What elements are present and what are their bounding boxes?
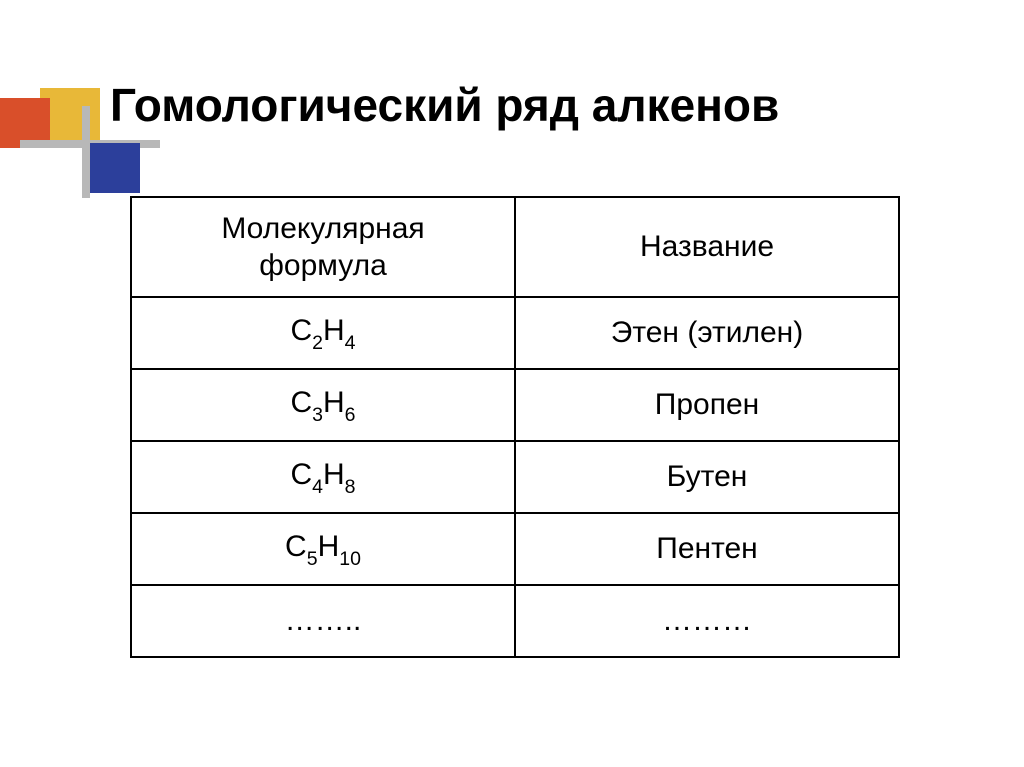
table-row: C4H8 Бутен [131, 441, 899, 513]
table-row: C3H6 Пропен [131, 369, 899, 441]
formula-H: H [318, 530, 340, 563]
formula-Csub: 3 [312, 404, 323, 426]
formula-H: H [323, 314, 345, 347]
formula-C: C [285, 530, 307, 563]
formula-Hsub: 10 [339, 548, 361, 570]
formula-Csub: 4 [312, 476, 323, 498]
table-row: C2H4 Этен (этилен) [131, 297, 899, 369]
cell-formula-ellipsis: …….. [131, 585, 515, 657]
cell-name: Этен (этилен) [515, 297, 899, 369]
header-formula-line1: Молекулярная [221, 212, 424, 245]
formula-C: C [290, 314, 312, 347]
deco-bar-vertical [82, 106, 90, 198]
cell-name: Пропен [515, 369, 899, 441]
header-formula: Молекулярная формула [131, 197, 515, 297]
header-formula-line2: формула [259, 249, 387, 282]
cell-name: Пентен [515, 513, 899, 585]
table-header-row: Молекулярная формула Название [131, 197, 899, 297]
table-row-ellipsis: …….. ……… [131, 585, 899, 657]
formula-Csub: 5 [307, 548, 318, 570]
formula-H: H [323, 458, 345, 491]
slide-title: Гомологический ряд алкенов [110, 78, 779, 132]
cell-formula: C2H4 [131, 297, 515, 369]
formula-C: C [290, 458, 312, 491]
header-name: Название [515, 197, 899, 297]
alkenes-table: Молекулярная формула Название C2H4 Этен … [130, 196, 900, 658]
formula-Hsub: 4 [345, 332, 356, 354]
formula-Hsub: 6 [345, 404, 356, 426]
deco-square-blue [90, 143, 140, 193]
cell-formula: C3H6 [131, 369, 515, 441]
table-row: C5H10 Пентен [131, 513, 899, 585]
cell-name: Бутен [515, 441, 899, 513]
cell-name-ellipsis: ……… [515, 585, 899, 657]
formula-Hsub: 8 [345, 476, 356, 498]
cell-formula: C4H8 [131, 441, 515, 513]
formula-Csub: 2 [312, 332, 323, 354]
cell-formula: C5H10 [131, 513, 515, 585]
formula-H: H [323, 386, 345, 419]
formula-C: C [290, 386, 312, 419]
